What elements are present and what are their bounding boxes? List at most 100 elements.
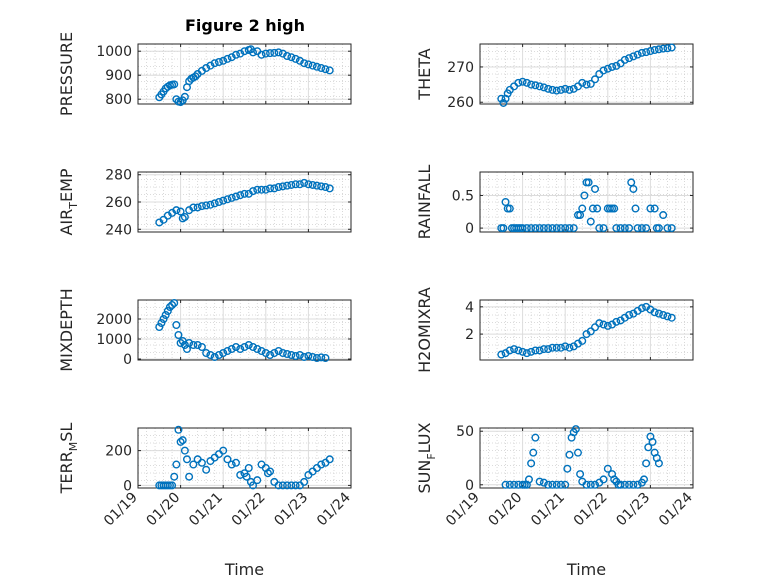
data-point — [202, 349, 211, 358]
data-point — [210, 59, 219, 68]
y-tick-label: 800 — [105, 92, 132, 108]
data-point — [274, 481, 283, 490]
data-point — [291, 180, 300, 189]
data-point — [206, 61, 215, 70]
data-point — [514, 346, 523, 355]
data-point — [644, 443, 653, 452]
data-point — [308, 180, 317, 189]
data-point — [283, 52, 292, 61]
data-point — [249, 481, 258, 490]
data-point — [501, 480, 510, 489]
data-point — [582, 480, 591, 489]
data-point — [274, 182, 283, 191]
data-point — [223, 347, 232, 356]
data-point — [180, 446, 189, 455]
panel-pressure: 800 900 1000 PRESSURE — [57, 32, 352, 116]
data-point — [257, 50, 266, 59]
data-point — [527, 80, 536, 89]
data-point — [586, 79, 595, 88]
data-point — [599, 66, 608, 75]
data-point — [633, 50, 642, 59]
data-point — [578, 78, 587, 87]
data-point — [168, 481, 177, 490]
data-point — [582, 80, 591, 89]
data-point — [283, 481, 292, 490]
data-point — [531, 346, 540, 355]
data-point — [300, 178, 309, 187]
data-point — [278, 481, 287, 490]
data-point — [261, 185, 270, 194]
data-point — [612, 224, 621, 233]
data-point — [616, 480, 625, 489]
data-point — [159, 315, 168, 324]
data-point — [236, 345, 245, 354]
x-tick-label: 01/19 — [101, 490, 141, 530]
y-tick-label: 2000 — [96, 312, 132, 328]
data-point — [629, 480, 638, 489]
data-point — [161, 311, 170, 320]
data-point — [231, 458, 240, 467]
data-point — [257, 185, 266, 194]
data-point — [625, 54, 634, 63]
data-point — [527, 224, 536, 233]
data-point — [633, 480, 642, 489]
data-point — [529, 448, 538, 457]
plot-area — [480, 44, 693, 104]
x-tick-label: 01/22 — [229, 490, 269, 530]
data-point — [253, 345, 262, 354]
data-point — [295, 180, 304, 189]
data-point — [625, 480, 634, 489]
data-point — [535, 477, 544, 486]
y-axis-label: TERRMSL — [57, 423, 80, 495]
data-point — [249, 187, 258, 196]
data-point — [552, 343, 561, 352]
data-point — [659, 44, 668, 53]
data-point — [202, 63, 211, 72]
y-axis-label: H2OMIXRA — [415, 287, 434, 373]
data-point — [317, 460, 326, 469]
data-point — [266, 351, 275, 360]
panel-terr-msl: 0 200 01/19 01/20 01/21 01/22 01/23 01/24 Time TE… — [57, 423, 354, 579]
data-point — [629, 52, 638, 61]
data-point — [170, 80, 179, 89]
series-air-temp — [155, 178, 334, 227]
x-axis-label: Time — [224, 560, 264, 579]
data-point — [206, 200, 215, 209]
data-point — [231, 343, 240, 352]
data-point — [586, 480, 595, 489]
data-point — [659, 211, 668, 220]
data-point — [552, 224, 561, 233]
data-point — [223, 455, 232, 464]
data-point — [287, 180, 296, 189]
data-point — [569, 224, 578, 233]
data-point — [497, 94, 506, 103]
data-point — [518, 77, 527, 86]
data-point — [499, 98, 508, 107]
data-point — [586, 217, 595, 226]
y-tick-label: 200 — [105, 444, 132, 460]
data-point — [231, 50, 240, 59]
data-point — [591, 75, 600, 84]
data-point — [654, 45, 663, 54]
data-point — [608, 62, 617, 71]
data-point — [556, 85, 565, 94]
data-point — [544, 345, 553, 354]
data-point — [650, 46, 659, 55]
data-point — [646, 47, 655, 56]
x-tick-label: 01/22 — [571, 490, 611, 530]
data-point — [561, 84, 570, 93]
data-point — [317, 353, 326, 362]
x-axis-label: Time — [566, 560, 606, 579]
data-point — [595, 319, 604, 328]
data-point — [227, 193, 236, 202]
data-point — [650, 308, 659, 317]
panel-air-temp: 240 260 280 AIRTEMP — [57, 168, 352, 238]
data-point — [603, 321, 612, 330]
data-point — [599, 224, 608, 233]
data-point — [278, 182, 287, 191]
y-tick-label: 2 — [465, 327, 474, 343]
data-point — [304, 180, 313, 189]
data-point — [505, 346, 514, 355]
data-point — [185, 472, 194, 481]
